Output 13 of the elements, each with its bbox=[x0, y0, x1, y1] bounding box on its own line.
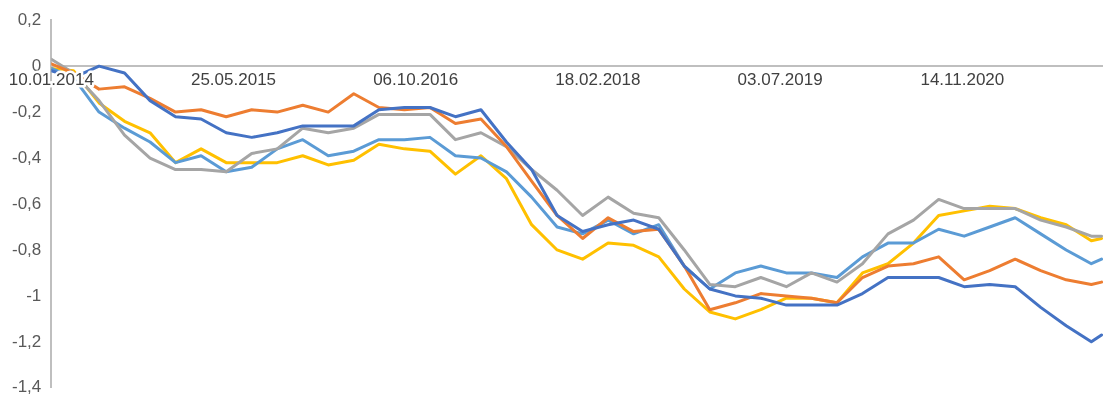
y-tick-label: -0,4 bbox=[12, 147, 42, 167]
y-tick-label: -1,4 bbox=[12, 377, 42, 397]
y-tick-label: -0,6 bbox=[12, 193, 42, 213]
y-tick-label: -0,2 bbox=[12, 101, 42, 121]
y-tick-label: 0,2 bbox=[17, 9, 42, 29]
x-tick-label: 03.07.2019 bbox=[737, 70, 823, 90]
y-tick-label: -1,2 bbox=[12, 331, 42, 351]
y-tick-label: -0,8 bbox=[12, 239, 42, 259]
x-tick-label: 14.11.2020 bbox=[920, 70, 1005, 90]
y-tick-label: -1 bbox=[26, 285, 42, 305]
x-tick-label: 18.02.2018 bbox=[555, 70, 641, 90]
x-tick-label: 06.10.2016 bbox=[373, 70, 459, 90]
x-tick-label: 25.05.2015 bbox=[190, 70, 277, 90]
